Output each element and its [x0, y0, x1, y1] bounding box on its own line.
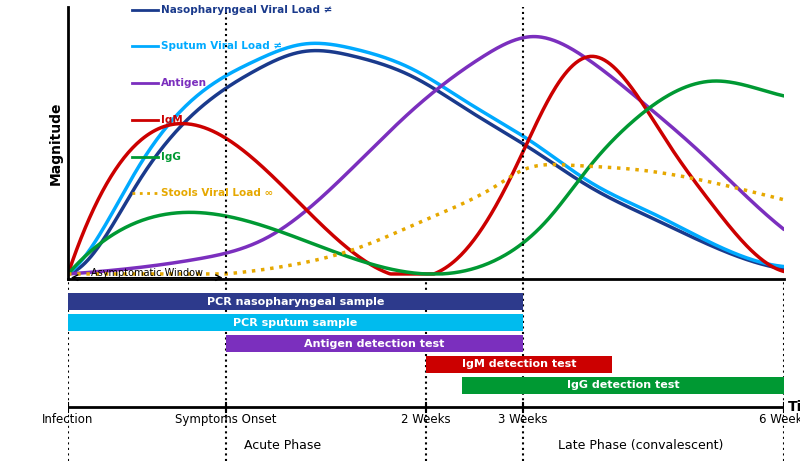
Text: Asymptomatic Window: Asymptomatic Window: [90, 268, 202, 278]
Text: 2 Weeks: 2 Weeks: [401, 413, 451, 426]
Text: Stools Viral Load ∞: Stools Viral Load ∞: [161, 188, 274, 198]
Text: IgM: IgM: [161, 115, 183, 125]
Text: Acute Phase: Acute Phase: [244, 439, 322, 452]
Text: IgG detection test: IgG detection test: [566, 380, 679, 390]
Text: PCR sputum sample: PCR sputum sample: [234, 318, 358, 328]
Text: Time: Time: [787, 400, 800, 414]
Text: IgG: IgG: [161, 152, 181, 161]
Bar: [226, 335, 522, 352]
Text: Antigen detection test: Antigen detection test: [304, 338, 444, 349]
Text: Nasopharyngeal Viral Load ≠: Nasopharyngeal Viral Load ≠: [161, 5, 333, 15]
Y-axis label: Magnitude: Magnitude: [49, 101, 62, 185]
Bar: [462, 377, 784, 394]
Text: IgM detection test: IgM detection test: [462, 360, 576, 369]
Text: 6 Weeks: 6 Weeks: [759, 413, 800, 426]
Text: Symptoms Onset: Symptoms Onset: [174, 413, 276, 426]
Bar: [68, 293, 522, 310]
Text: Infection: Infection: [42, 413, 94, 426]
Bar: [426, 356, 612, 373]
Text: Sputum Viral Load ≠: Sputum Viral Load ≠: [161, 41, 282, 51]
Text: Antigen: Antigen: [161, 78, 207, 88]
Text: PCR nasopharyngeal sample: PCR nasopharyngeal sample: [206, 297, 384, 307]
Bar: [68, 314, 522, 331]
Text: 3 Weeks: 3 Weeks: [498, 413, 547, 426]
Text: Late Phase (convalescent): Late Phase (convalescent): [558, 439, 723, 452]
